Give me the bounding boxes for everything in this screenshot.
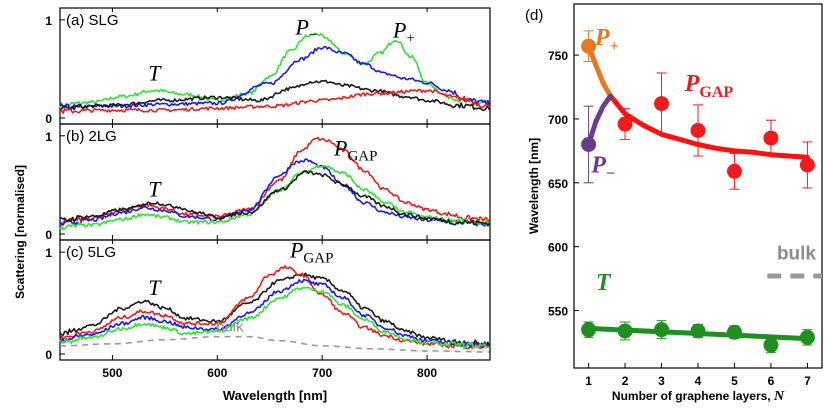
point-PGAP-6 bbox=[763, 130, 779, 146]
d-x-axis-title: Number of graphene layers, N bbox=[612, 389, 785, 404]
d-label-subscript: − bbox=[606, 166, 615, 183]
series-black-line bbox=[59, 79, 491, 112]
y-tick-label: 1 bbox=[45, 130, 52, 144]
d-label-P: P− bbox=[590, 153, 615, 183]
d-y-tick-label: 650 bbox=[548, 177, 568, 191]
point-PGAP-3 bbox=[654, 96, 670, 112]
left-x-axis-title: Wavelength [nm] bbox=[223, 388, 327, 403]
d-x-tick-label: 3 bbox=[658, 374, 665, 388]
point-T-4 bbox=[690, 323, 706, 339]
series-red-line bbox=[59, 265, 491, 350]
y-tick-label: 0 bbox=[45, 348, 52, 362]
point-T-2 bbox=[617, 323, 633, 339]
peak-label-subscript: + bbox=[406, 30, 414, 46]
point-P-1 bbox=[581, 136, 597, 152]
peak-label: P+ bbox=[392, 17, 415, 46]
panel-d-frame bbox=[573, 3, 823, 369]
d-y-tick-label: 750 bbox=[548, 49, 568, 63]
series-blue-line bbox=[59, 45, 491, 111]
d-y-tick-label: 700 bbox=[548, 113, 568, 127]
d-x-tick-label: 1 bbox=[585, 374, 592, 388]
point-T-6 bbox=[763, 337, 779, 353]
d-x-tick-label: 5 bbox=[731, 374, 738, 388]
peak-label: PGAP bbox=[333, 135, 377, 164]
point-PGAP-5 bbox=[726, 163, 742, 179]
x-tick-label: 700 bbox=[312, 366, 332, 380]
d-label-T: T bbox=[596, 270, 612, 296]
peak-label-subscript: GAP bbox=[303, 250, 333, 266]
y-tick-label: 0 bbox=[45, 228, 52, 242]
series-red-line bbox=[59, 88, 491, 114]
peak-label-subscript: − bbox=[309, 28, 317, 44]
fit-P-to-PGAP-line bbox=[586, 43, 613, 99]
d-label-PGAP: PGAP bbox=[684, 71, 734, 101]
fit-PGAP-fit-line bbox=[608, 93, 810, 160]
point-PGAP-4 bbox=[690, 122, 706, 138]
series-red-line bbox=[59, 136, 491, 226]
series-black-line bbox=[59, 170, 491, 227]
point-T-5 bbox=[726, 324, 742, 340]
peak-label-subscript: GAP bbox=[347, 148, 377, 164]
d-label-P: P+ bbox=[594, 25, 619, 55]
series-green-line bbox=[59, 32, 490, 109]
x-tick-label: 800 bbox=[417, 366, 437, 380]
x-tick-label: 500 bbox=[102, 366, 122, 380]
point-T-3 bbox=[654, 322, 670, 338]
y-tick-label: 0 bbox=[45, 112, 52, 126]
spectra-panel-c: 500 600 700 800 0 1 (c) 5LG T PGAP bulk bbox=[45, 237, 491, 380]
series-green-line bbox=[59, 164, 490, 231]
y-tick-label: 1 bbox=[45, 246, 52, 260]
d-x-tick-label: 2 bbox=[622, 374, 629, 388]
left-y-axis-title: Scattering [normalised] bbox=[13, 165, 27, 299]
series-blue-line bbox=[59, 158, 491, 227]
left-spectra-panels: 0 1 (a) SLG T P− P+ 0 1 (b) 2LG T PGAP 500 600 700 800… bbox=[45, 7, 491, 380]
d-bulk-label: bulk bbox=[777, 243, 816, 264]
d-y-axis-title: Wavelength [nm] bbox=[527, 138, 541, 234]
spectra-panel-a: 0 1 (a) SLG T P− P+ bbox=[45, 7, 491, 126]
series-bulk-line bbox=[60, 335, 490, 353]
peak-label: T bbox=[148, 177, 162, 202]
panel-label: (b) 2LG bbox=[66, 128, 117, 145]
panel-label: (a) SLG bbox=[66, 12, 119, 29]
spectra-panel-b: 0 1 (b) 2LG T PGAP bbox=[45, 123, 491, 242]
peak-label: T bbox=[148, 61, 162, 86]
x-tick-label: 600 bbox=[207, 366, 227, 380]
fit-P-to-PGAP-line bbox=[586, 93, 613, 147]
series-green-line bbox=[59, 286, 490, 349]
series-black-line bbox=[59, 272, 491, 347]
d-x-axis-variable: N bbox=[773, 389, 785, 404]
d-x-tick-label: 6 bbox=[768, 374, 775, 388]
bulk-label: bulk bbox=[216, 319, 244, 336]
panel-label: (c) 5LG bbox=[66, 244, 116, 261]
point-P-1 bbox=[581, 38, 597, 54]
d-y-tick-label: 550 bbox=[548, 305, 568, 319]
peak-label: T bbox=[148, 275, 162, 300]
point-T-1 bbox=[581, 322, 597, 338]
peak-label: P− bbox=[295, 15, 318, 44]
d-y-tick-label: 600 bbox=[548, 241, 568, 255]
d-label-subscript: + bbox=[610, 38, 619, 55]
d-label-subscript: GAP bbox=[699, 84, 733, 101]
d-x-tick-label: 7 bbox=[804, 374, 811, 388]
panel-frame bbox=[59, 239, 491, 361]
point-PGAP-2 bbox=[617, 116, 633, 132]
y-tick-label: 1 bbox=[45, 14, 52, 28]
panel-label-d: (d) bbox=[525, 7, 543, 24]
point-T-7 bbox=[799, 329, 815, 345]
peak-label: PGAP bbox=[289, 237, 333, 266]
point-PGAP-7 bbox=[799, 157, 815, 173]
d-x-tick-label: 4 bbox=[695, 374, 702, 388]
